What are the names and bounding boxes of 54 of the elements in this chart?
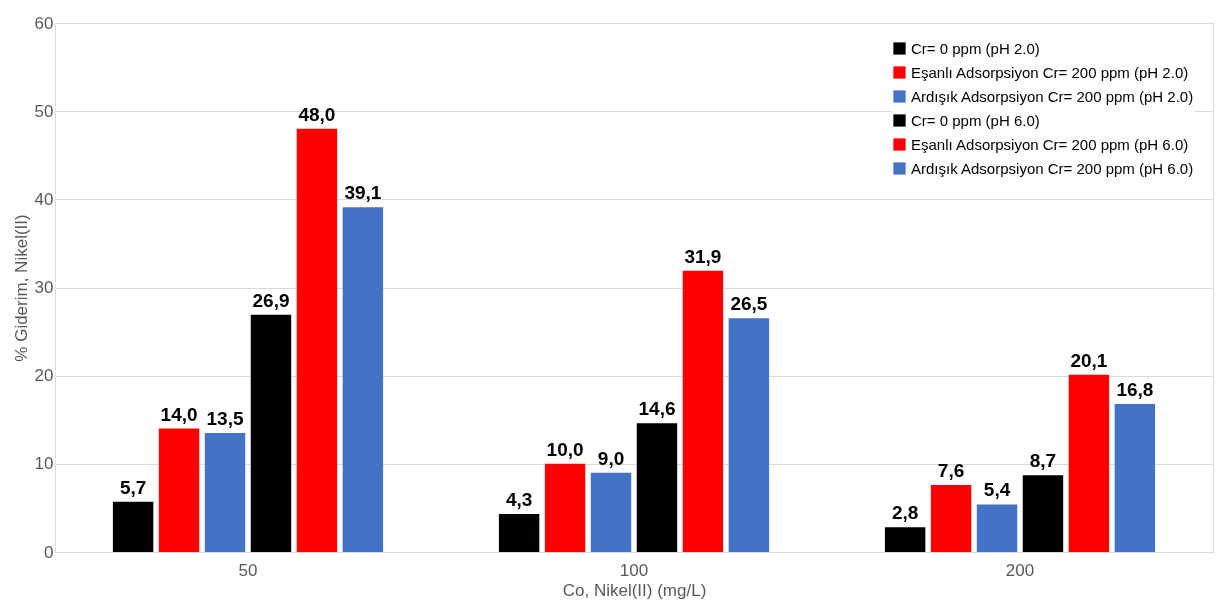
legend-label: Cr= 0 ppm (pH 2.0): [911, 39, 1040, 57]
data-label: 14,0: [160, 403, 198, 425]
bar: [930, 484, 972, 552]
y-tick-label: 60: [34, 13, 54, 33]
bar: [342, 207, 384, 552]
data-label: 39,1: [344, 182, 382, 204]
bar: [498, 514, 540, 552]
data-label: 26,5: [730, 293, 768, 315]
legend-label: Eşanlı Adsorpsiyon Cr= 200 ppm (pH 6.0): [911, 135, 1189, 153]
x-tick-label: 200: [1005, 560, 1035, 580]
data-label: 8,7: [1029, 450, 1057, 472]
bar: [884, 527, 926, 552]
data-label: 13,5: [206, 407, 244, 429]
bar: [728, 318, 770, 552]
data-label: 10,0: [546, 438, 584, 460]
y-tick-label: 30: [34, 278, 54, 297]
bar: [158, 428, 200, 552]
y-tick-label: 10: [34, 454, 54, 474]
bar: [682, 270, 724, 552]
y-tick-label: 0: [44, 542, 54, 562]
legend-label: Ardışık Adsorpsiyon Cr= 200 ppm (pH 2.0): [911, 87, 1194, 105]
data-label: 7,6: [937, 459, 965, 481]
bar: [296, 128, 338, 552]
y-axis-title: % Giderim, Nikel(II): [11, 214, 31, 362]
bar: [544, 463, 586, 552]
legend-label: Eşanlı Adsorpsiyon Cr= 200 ppm (pH 2.0): [911, 63, 1189, 81]
y-tick-label: 40: [34, 189, 54, 209]
data-label: 2,8: [891, 502, 919, 524]
data-label: 20,1: [1070, 349, 1108, 371]
data-label: 14,6: [638, 398, 676, 420]
x-axis-title: Co, Nikel(II) (mg/L): [562, 580, 707, 600]
x-tick-label: 100: [619, 560, 649, 580]
data-label: 16,8: [1116, 378, 1154, 400]
data-label: 31,9: [684, 245, 722, 267]
bar: [204, 432, 246, 552]
bar: [590, 472, 632, 552]
y-tick-label: 50: [34, 101, 54, 121]
bar: [250, 314, 292, 552]
bar: [1068, 374, 1110, 552]
legend-label: Ardışık Adsorpsiyon Cr= 200 ppm (pH 6.0): [911, 159, 1194, 177]
bar: [112, 501, 154, 552]
bar: [976, 504, 1018, 552]
bar: [1022, 475, 1064, 552]
data-label: 5,7: [119, 476, 147, 498]
data-label: 26,9: [252, 289, 290, 311]
data-label: 4,3: [505, 489, 533, 511]
data-label: 48,0: [298, 103, 336, 125]
y-tick-label: 20: [34, 366, 54, 386]
data-label: 5,4: [983, 479, 1011, 501]
bar: [1114, 403, 1156, 552]
x-tick-label: 50: [238, 560, 258, 580]
bar: [636, 423, 678, 552]
legend-label: Cr= 0 ppm (pH 6.0): [911, 111, 1040, 129]
data-label: 9,0: [597, 447, 625, 469]
